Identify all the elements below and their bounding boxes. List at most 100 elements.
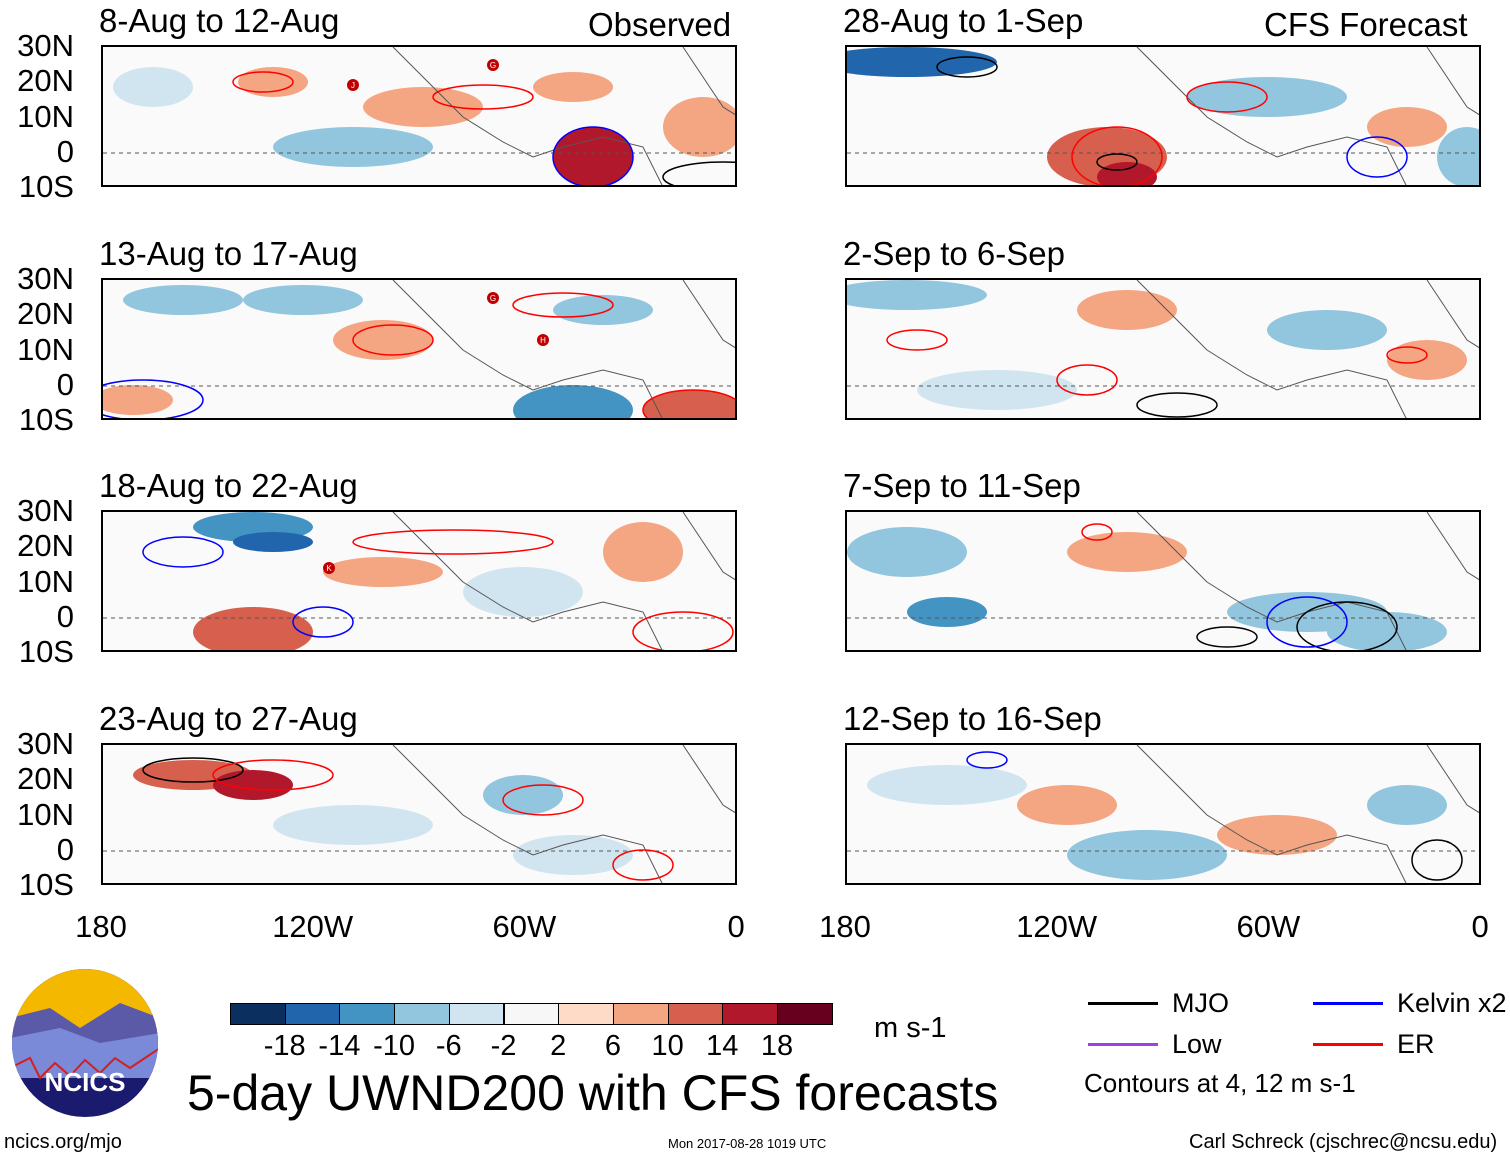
lat-label: 30N (17, 28, 74, 63)
colorbar-swatch (284, 1003, 341, 1025)
legend-label: Low (1172, 1029, 1222, 1059)
storm-marker: J (347, 79, 359, 91)
wind-anomaly-blob (513, 835, 633, 875)
filter-contour (432, 84, 534, 110)
wind-anomaly-blob (1067, 532, 1187, 572)
legend-label: Kelvin x2 (1397, 988, 1507, 1018)
wind-anomaly-blob (907, 597, 987, 627)
wind-anomaly-blob (603, 522, 683, 582)
wind-anomaly-blob (663, 97, 735, 157)
wind-anomaly-blob (463, 567, 583, 617)
footer-url[interactable]: ncics.org/mjo (4, 1131, 122, 1153)
filter-contour (612, 849, 674, 881)
wind-anomaly-blob (1217, 815, 1337, 855)
colorbar-tick-label: -10 (373, 1030, 416, 1062)
filter-contour (142, 536, 224, 568)
lat-label: 0 (56, 134, 74, 169)
colorbar-tick-label: -14 (318, 1030, 361, 1062)
filter-contour (212, 759, 334, 791)
filter-contour (1196, 626, 1258, 648)
legend-label: ER (1397, 1029, 1435, 1059)
wind-anomaly-blob (553, 127, 633, 185)
wind-anomaly-blob (553, 295, 653, 325)
lat-label: 0 (56, 832, 74, 867)
footer-timestamp: Mon 2017-08-28 1019 UTC (668, 1136, 827, 1151)
filter-contour (142, 757, 244, 783)
filter-contour (1186, 81, 1268, 113)
colorbar-swatch (503, 1003, 560, 1025)
lon-label: 0 (727, 909, 745, 944)
colorbar-tick-label: 6 (604, 1030, 621, 1062)
wind-anomaly-blob (243, 285, 363, 315)
wind-anomaly-blob (273, 805, 433, 845)
colorbar-swatch (777, 1003, 833, 1025)
contour-note: Contours at 4, 12 m s-1 (1084, 1068, 1356, 1098)
map-panel: JG (101, 45, 737, 187)
lon-label: 120W (272, 909, 354, 944)
filter-contour (552, 126, 634, 185)
wind-anomaly-blob (1067, 830, 1227, 880)
map-panel (101, 743, 737, 885)
filter-contour (1056, 364, 1118, 396)
filter-contour (352, 529, 554, 555)
wind-anomaly-blob (533, 72, 613, 102)
lon-label: 120W (1016, 909, 1098, 944)
lat-label: 10N (17, 564, 74, 599)
filter-contour (632, 611, 734, 650)
coastline (1136, 512, 1479, 650)
footer-author: Carl Schreck (cjschrec@ncsu.edu) (1189, 1131, 1498, 1153)
wind-anomaly-blob (917, 370, 1077, 410)
wind-anomaly-blob (847, 47, 997, 77)
colorbar-swatch (230, 1003, 286, 1025)
colorbar-swatch (667, 1003, 724, 1025)
filter-contour (512, 292, 614, 318)
colorbar-swatch (448, 1003, 505, 1025)
filter-contour (292, 606, 354, 638)
lat-label: 10S (18, 867, 74, 902)
storm-letter: H (540, 336, 546, 345)
lon-label: 60W (492, 909, 557, 944)
colorbar-tick-label: -2 (490, 1030, 517, 1062)
panel-title: 28-Aug to 1-Sep (843, 2, 1084, 39)
lat-label: 10S (18, 634, 74, 669)
storm-marker: G (487, 292, 499, 304)
wind-anomaly-blob (113, 67, 193, 107)
logo-text: NCICS (45, 1067, 126, 1097)
coastline (392, 745, 735, 883)
wind-anomaly-blob (1387, 340, 1467, 380)
panel-title: 2-Sep to 6-Sep (843, 235, 1065, 272)
filter-contour (502, 784, 584, 816)
lon-label: 60W (1236, 909, 1301, 944)
wind-anomaly-blob (1327, 612, 1447, 650)
wind-anomaly-blob (193, 607, 313, 650)
colorbar-tick-label: -6 (435, 1030, 462, 1062)
lat-label: 10N (17, 332, 74, 367)
lat-label: 20N (17, 63, 74, 98)
colorbar-swatch (558, 1003, 614, 1025)
storm-marker: G (487, 59, 499, 71)
legend-label: MJO (1172, 988, 1229, 1018)
coastline (1136, 280, 1479, 418)
legend-line-er (1313, 1043, 1383, 1046)
map-panel (845, 510, 1481, 652)
colorbar-swatch (339, 1003, 396, 1025)
storm-marker: H (537, 334, 549, 346)
colorbar-tick-label: 2 (550, 1030, 567, 1062)
wind-anomaly-blob (323, 557, 443, 587)
wind-anomaly-blob (1017, 785, 1117, 825)
map-panel (845, 278, 1481, 420)
colorbar-swatch (722, 1003, 778, 1025)
wind-anomaly-blob (847, 527, 967, 577)
wind-anomaly-blob (1267, 310, 1387, 350)
coastline (392, 280, 735, 418)
lon-label: 180 (819, 909, 871, 944)
wind-anomaly-blob (233, 532, 313, 552)
filter-contour (1071, 126, 1163, 185)
filter-contour (103, 379, 204, 418)
wind-anomaly-blob (847, 280, 987, 310)
wind-anomaly-blob (483, 775, 563, 815)
map-panel: GH (101, 278, 737, 420)
forecast-header: CFS Forecast (1264, 6, 1468, 43)
lat-label: 30N (17, 726, 74, 761)
lon-label: 180 (75, 909, 127, 944)
